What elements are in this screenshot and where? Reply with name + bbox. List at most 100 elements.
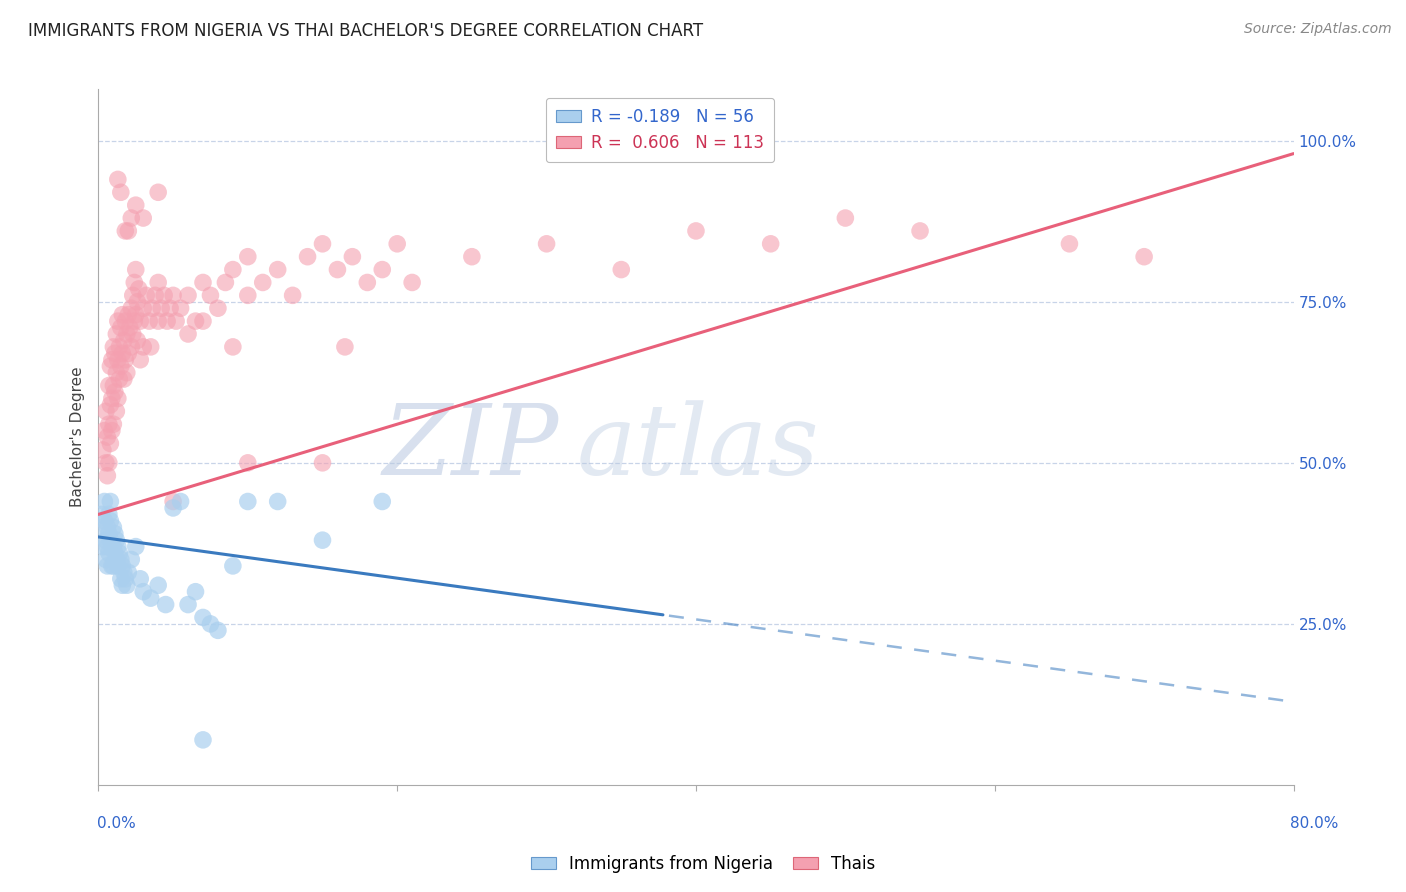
Point — [110, 359, 132, 374]
Point — [207, 624, 229, 638]
Point — [112, 372, 135, 386]
Point — [252, 276, 274, 290]
Point — [97, 546, 120, 560]
Point — [114, 224, 136, 238]
Text: 80.0%: 80.0% — [1291, 816, 1339, 831]
Point — [148, 578, 170, 592]
Point — [110, 320, 132, 334]
Point — [96, 430, 118, 444]
Point — [91, 442, 114, 457]
Y-axis label: Bachelor's Degree: Bachelor's Degree — [70, 367, 86, 508]
Point — [117, 308, 139, 322]
Point — [105, 533, 128, 548]
Point — [132, 301, 155, 316]
Point — [120, 340, 142, 354]
Point — [125, 262, 148, 277]
Point — [162, 288, 184, 302]
Point — [98, 514, 122, 528]
Point — [165, 314, 187, 328]
Point — [128, 282, 150, 296]
Point — [98, 436, 122, 450]
Point — [127, 294, 149, 309]
Point — [162, 500, 184, 515]
Point — [107, 392, 129, 406]
Point — [103, 558, 125, 573]
Point — [97, 456, 120, 470]
Point — [297, 250, 319, 264]
Point — [118, 320, 141, 334]
Point — [108, 372, 131, 386]
Point — [97, 378, 120, 392]
Point — [461, 250, 484, 264]
Point — [111, 558, 134, 573]
Point — [112, 566, 135, 580]
Point — [129, 314, 152, 328]
Point — [267, 494, 290, 508]
Point — [153, 288, 176, 302]
Point — [104, 346, 127, 360]
Point — [162, 494, 184, 508]
Point — [139, 340, 162, 354]
Point — [105, 404, 128, 418]
Point — [94, 404, 117, 418]
Point — [108, 340, 131, 354]
Point — [125, 540, 148, 554]
Point — [191, 732, 214, 747]
Text: atlas: atlas — [576, 400, 820, 495]
Legend: R = -0.189   N = 56, R =  0.606   N = 113: R = -0.189 N = 56, R = 0.606 N = 113 — [546, 97, 775, 161]
Point — [356, 276, 378, 290]
Point — [124, 276, 146, 290]
Point — [103, 540, 125, 554]
Point — [96, 468, 118, 483]
Point — [834, 211, 856, 225]
Point — [98, 533, 122, 548]
Point — [107, 172, 129, 186]
Point — [117, 566, 139, 580]
Point — [135, 288, 157, 302]
Point — [94, 533, 117, 548]
Point — [117, 346, 139, 360]
Point — [90, 508, 112, 522]
Point — [191, 610, 214, 624]
Point — [104, 526, 127, 541]
Point — [125, 308, 148, 322]
Point — [222, 340, 245, 354]
Point — [115, 366, 138, 380]
Text: 0.0%: 0.0% — [97, 816, 136, 831]
Point — [200, 616, 222, 631]
Point — [101, 540, 124, 554]
Point — [129, 352, 152, 367]
Point — [93, 514, 115, 528]
Point — [97, 508, 120, 522]
Point — [93, 494, 115, 508]
Point — [105, 326, 128, 341]
Point — [177, 598, 200, 612]
Point — [107, 314, 129, 328]
Point — [91, 540, 114, 554]
Point — [103, 378, 125, 392]
Point — [311, 533, 333, 548]
Point — [1133, 250, 1156, 264]
Point — [104, 546, 127, 560]
Point — [177, 326, 200, 341]
Point — [111, 346, 134, 360]
Point — [96, 540, 118, 554]
Point — [139, 591, 162, 606]
Point — [94, 552, 117, 566]
Point — [120, 552, 142, 566]
Point — [93, 424, 115, 438]
Point — [115, 578, 138, 592]
Point — [101, 558, 124, 573]
Point — [111, 308, 134, 322]
Point — [236, 494, 259, 508]
Point — [125, 198, 148, 212]
Point — [138, 314, 160, 328]
Point — [114, 314, 136, 328]
Point — [177, 288, 200, 302]
Point — [132, 340, 155, 354]
Point — [1059, 236, 1081, 251]
Point — [103, 520, 125, 534]
Point — [127, 334, 149, 348]
Point — [148, 186, 170, 200]
Point — [98, 398, 122, 412]
